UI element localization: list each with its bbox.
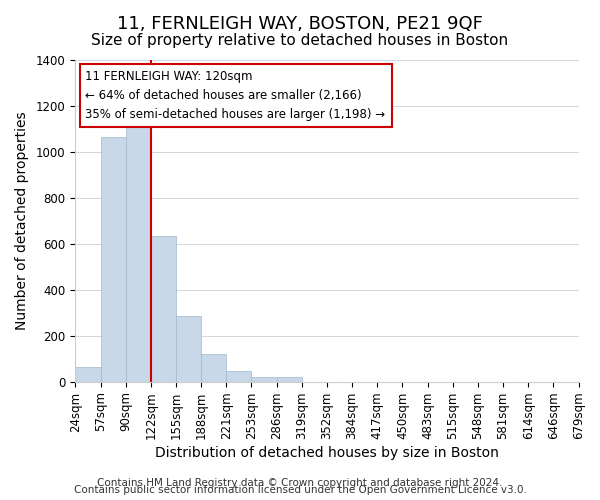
Bar — [277, 377, 302, 382]
Bar — [151, 236, 176, 382]
Bar — [101, 137, 126, 382]
Text: Contains public sector information licensed under the Open Government Licence v3: Contains public sector information licen… — [74, 485, 526, 495]
Text: Size of property relative to detached houses in Boston: Size of property relative to detached ho… — [91, 32, 509, 48]
Text: 11 FERNLEIGH WAY: 120sqm
← 64% of detached houses are smaller (2,166)
35% of sem: 11 FERNLEIGH WAY: 120sqm ← 64% of detach… — [85, 70, 386, 120]
Bar — [76, 367, 101, 382]
Bar — [201, 354, 226, 382]
Text: Contains HM Land Registry data © Crown copyright and database right 2024.: Contains HM Land Registry data © Crown c… — [97, 478, 503, 488]
Bar — [251, 377, 277, 382]
Bar — [226, 370, 251, 382]
Bar — [176, 316, 201, 382]
Text: 11, FERNLEIGH WAY, BOSTON, PE21 9QF: 11, FERNLEIGH WAY, BOSTON, PE21 9QF — [117, 15, 483, 33]
X-axis label: Distribution of detached houses by size in Boston: Distribution of detached houses by size … — [155, 446, 499, 460]
Y-axis label: Number of detached properties: Number of detached properties — [15, 112, 29, 330]
Bar — [126, 116, 151, 382]
